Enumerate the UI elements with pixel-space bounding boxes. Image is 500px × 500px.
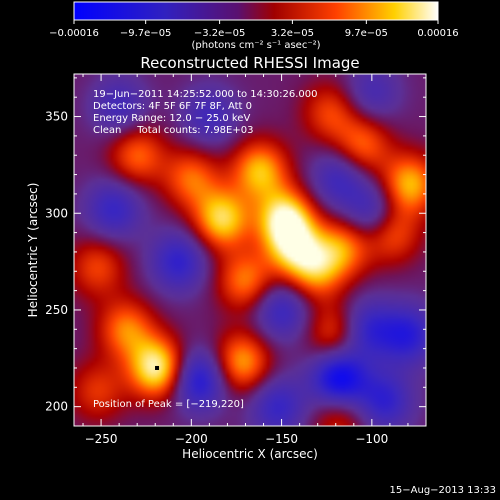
colorbar-tick-label: 0.00016 bbox=[417, 28, 458, 39]
y-tick-label: 250 bbox=[45, 303, 68, 317]
colorbar-tick-label: 3.2e−05 bbox=[271, 28, 314, 39]
annotation-energy: Energy Range: 12.0 − 25.0 keV bbox=[93, 113, 250, 124]
footer-date: 15−Aug−2013 13:33 bbox=[390, 485, 496, 496]
heatmap-raster bbox=[74, 74, 426, 426]
peak-marker bbox=[155, 365, 160, 370]
annotation-time: 19−Jun−2011 14:25:52.000 to 14:30:26.000 bbox=[93, 89, 318, 100]
colorbar-unit-label: (photons cm⁻² s⁻¹ asec⁻²) bbox=[191, 40, 320, 51]
colorbar-tick-label: −9.7e−05 bbox=[120, 28, 172, 39]
colorbar-frame bbox=[73, 1, 439, 21]
colorbar-tick-label: −0.00016 bbox=[49, 28, 99, 39]
colorbar: −0.00016 −9.7e−05 −3.2e−05 3.2e−05 9.7e−05 0.… bbox=[49, 1, 459, 51]
chart-title: Reconstructed RHESSI Image bbox=[140, 54, 359, 72]
x-tick-label: −200 bbox=[175, 432, 208, 446]
heatmap-image bbox=[74, 74, 426, 426]
colorbar-tick-label: −3.2e−05 bbox=[194, 28, 246, 39]
x-tick-label: −250 bbox=[85, 432, 118, 446]
y-tick-label: 350 bbox=[45, 110, 68, 124]
y-tick-label: 200 bbox=[45, 400, 68, 414]
y-tick-label: 300 bbox=[45, 206, 68, 220]
colorbar-gradient bbox=[74, 2, 438, 20]
plot-frame bbox=[73, 73, 427, 427]
annotation-clean-counts: Clean Total counts: 7.98E+03 bbox=[93, 125, 253, 136]
annotation-detectors: Detectors: 4F 5F 6F 7F 8F, Att 0 bbox=[93, 101, 252, 112]
x-tick-label: −100 bbox=[355, 432, 388, 446]
annotation-peak-position: Position of Peak = [−219,220] bbox=[93, 399, 244, 410]
y-axis-label: Heliocentric Y (arcsec) bbox=[26, 183, 40, 318]
x-axis-label: Heliocentric X (arcsec) bbox=[182, 447, 318, 461]
x-tick-label: −150 bbox=[265, 432, 298, 446]
colorbar-tick-label: 9.7e−05 bbox=[345, 28, 388, 39]
